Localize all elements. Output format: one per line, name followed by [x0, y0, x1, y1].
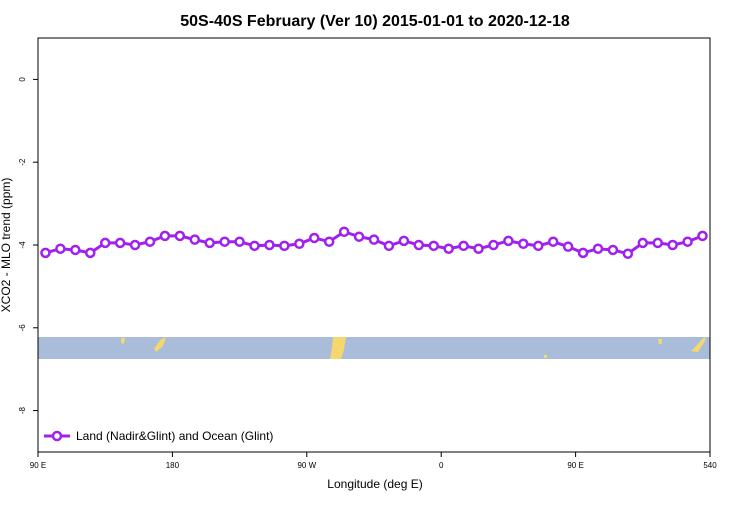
legend-marker — [51, 430, 63, 442]
data-point — [443, 243, 454, 254]
data-point — [562, 241, 574, 252]
x-tick-label: 90 E — [567, 461, 583, 470]
data-point — [353, 231, 365, 242]
land-patch — [330, 337, 346, 359]
data-point — [577, 247, 589, 259]
data-point — [264, 239, 275, 251]
data-point — [547, 236, 559, 247]
land-patch — [658, 339, 662, 344]
legend-label: Land (Nadir&Glint) and Ocean (Glint) — [76, 429, 273, 443]
data-point — [144, 236, 156, 247]
data-point — [129, 239, 141, 251]
legend-item: Land (Nadir&Glint) and Ocean (Glint) — [44, 429, 273, 443]
data-point — [114, 237, 126, 249]
data-point — [70, 244, 81, 256]
data-point — [85, 247, 96, 259]
data-point — [413, 239, 425, 251]
data-point — [428, 240, 439, 252]
data-point — [622, 248, 634, 259]
y-tick-label: -2 — [18, 158, 27, 166]
data-point — [637, 237, 649, 249]
ocean-band — [38, 337, 710, 359]
data-point — [279, 240, 290, 252]
data-point — [204, 237, 215, 249]
data-point — [697, 230, 708, 242]
land-patch — [121, 338, 125, 344]
x-tick-label: 90 E — [30, 461, 46, 470]
data-point — [533, 240, 544, 252]
data-point — [652, 237, 663, 249]
data-point — [338, 226, 350, 238]
data-point — [294, 238, 305, 250]
data-point — [40, 247, 51, 259]
data-point — [174, 230, 186, 242]
chart-title: 50S-40S February (Ver 10) 2015-01-01 to … — [180, 13, 570, 30]
data-point — [159, 230, 171, 242]
data-point — [368, 234, 380, 245]
y-axis-label: XCO2 - MLO trend (ppm) — [0, 178, 13, 313]
data-point — [99, 237, 111, 249]
y-tick-label: -8 — [18, 406, 27, 414]
data-point — [323, 236, 335, 247]
data-point — [234, 236, 245, 247]
data-point — [219, 236, 230, 247]
data-point — [518, 238, 529, 250]
data-point — [189, 234, 201, 245]
data-point — [458, 240, 469, 252]
data-point — [682, 236, 693, 247]
data-point — [383, 240, 395, 252]
land-patch — [154, 337, 166, 352]
x-axis-label: Longitude (deg E) — [327, 477, 422, 491]
data-point — [667, 239, 678, 251]
land-patch — [691, 337, 706, 352]
x-tick-label: 0 — [439, 461, 444, 470]
land-ocean-strip — [38, 337, 710, 359]
x-tick-label: 540 — [703, 461, 717, 470]
data-point — [55, 243, 66, 254]
data-point — [488, 239, 499, 251]
y-tick-label: -6 — [18, 324, 27, 332]
y-tick-label: -4 — [18, 241, 27, 249]
data-point — [309, 232, 320, 244]
x-tick-label: 180 — [166, 461, 180, 470]
data-point — [249, 240, 260, 252]
data-point — [607, 244, 619, 256]
data-point — [473, 243, 484, 254]
data-point — [592, 243, 604, 254]
data-point — [398, 235, 410, 247]
y-tick-label: 0 — [18, 77, 27, 82]
x-tick-label: 90 W — [297, 461, 316, 470]
data-point — [503, 235, 514, 247]
land-patch — [544, 355, 547, 358]
